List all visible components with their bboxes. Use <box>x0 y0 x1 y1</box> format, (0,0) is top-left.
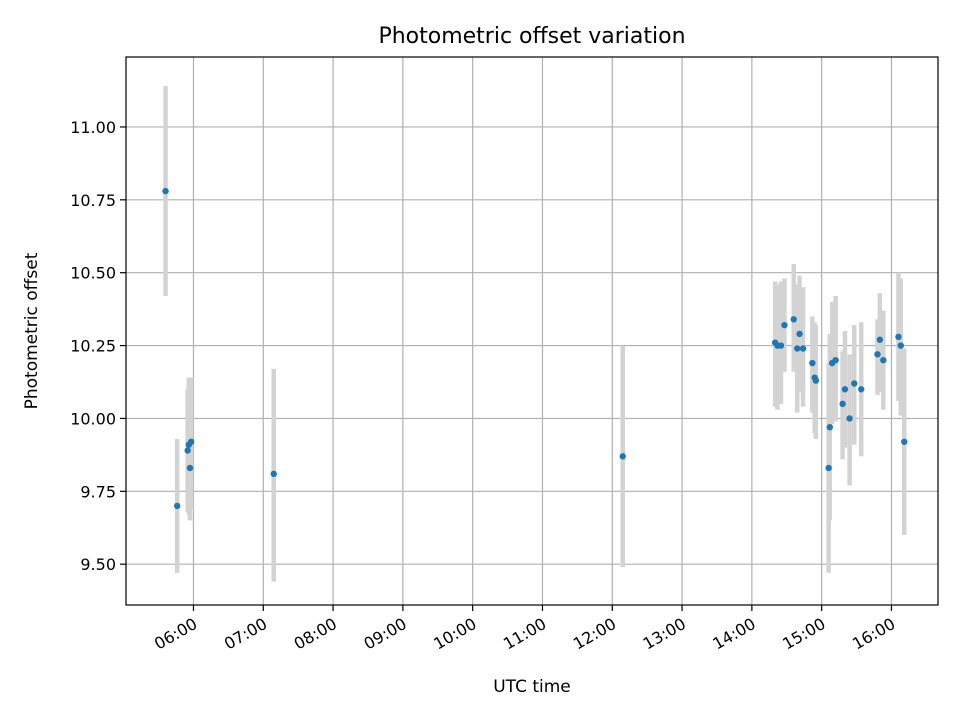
data-point <box>794 345 801 352</box>
plot-frame <box>125 56 939 606</box>
data-point <box>799 345 807 352</box>
data-point <box>880 356 887 364</box>
chart-title: Photometric offset variation <box>378 24 685 49</box>
data-point <box>839 400 846 408</box>
data-point <box>812 377 820 384</box>
data-point <box>874 351 881 358</box>
data-point <box>832 356 839 364</box>
y-tick-label: 10.25 <box>70 337 116 356</box>
data-point <box>270 470 277 478</box>
y-tick-label: 9.50 <box>80 555 116 574</box>
x-axis-label: UTC time <box>493 677 571 697</box>
data-point <box>901 438 908 445</box>
y-tick-label: 10.50 <box>70 264 116 283</box>
data-point <box>162 187 169 195</box>
data-point <box>790 316 797 323</box>
grid <box>126 57 938 605</box>
data-point <box>186 464 194 472</box>
data-point <box>825 464 832 472</box>
data-point <box>619 453 626 460</box>
data-point <box>851 380 858 387</box>
y-tick-label: 10.75 <box>70 191 116 210</box>
data-point <box>826 423 834 431</box>
y-tick-label: 10.00 <box>70 409 116 428</box>
data-point <box>846 415 853 422</box>
data-point <box>796 330 803 338</box>
y-axis-label: Photometric offset <box>22 252 42 409</box>
data-point <box>184 447 191 454</box>
data-point <box>809 359 816 367</box>
data-point <box>897 342 904 349</box>
data-point <box>876 336 884 343</box>
y-axis-ticks: 9.50 9.75 10.00 10.25 10.50 10.75 11.00 <box>70 118 126 574</box>
data-point <box>841 386 849 393</box>
data-point <box>777 342 785 349</box>
data-points <box>162 187 908 510</box>
y-tick-label: 9.75 <box>80 482 116 501</box>
data-point <box>781 321 788 329</box>
data-point <box>858 386 865 393</box>
data-point <box>187 438 195 445</box>
y-tick-label: 11.00 <box>70 118 116 137</box>
data-point <box>895 333 902 341</box>
data-point <box>173 502 181 510</box>
